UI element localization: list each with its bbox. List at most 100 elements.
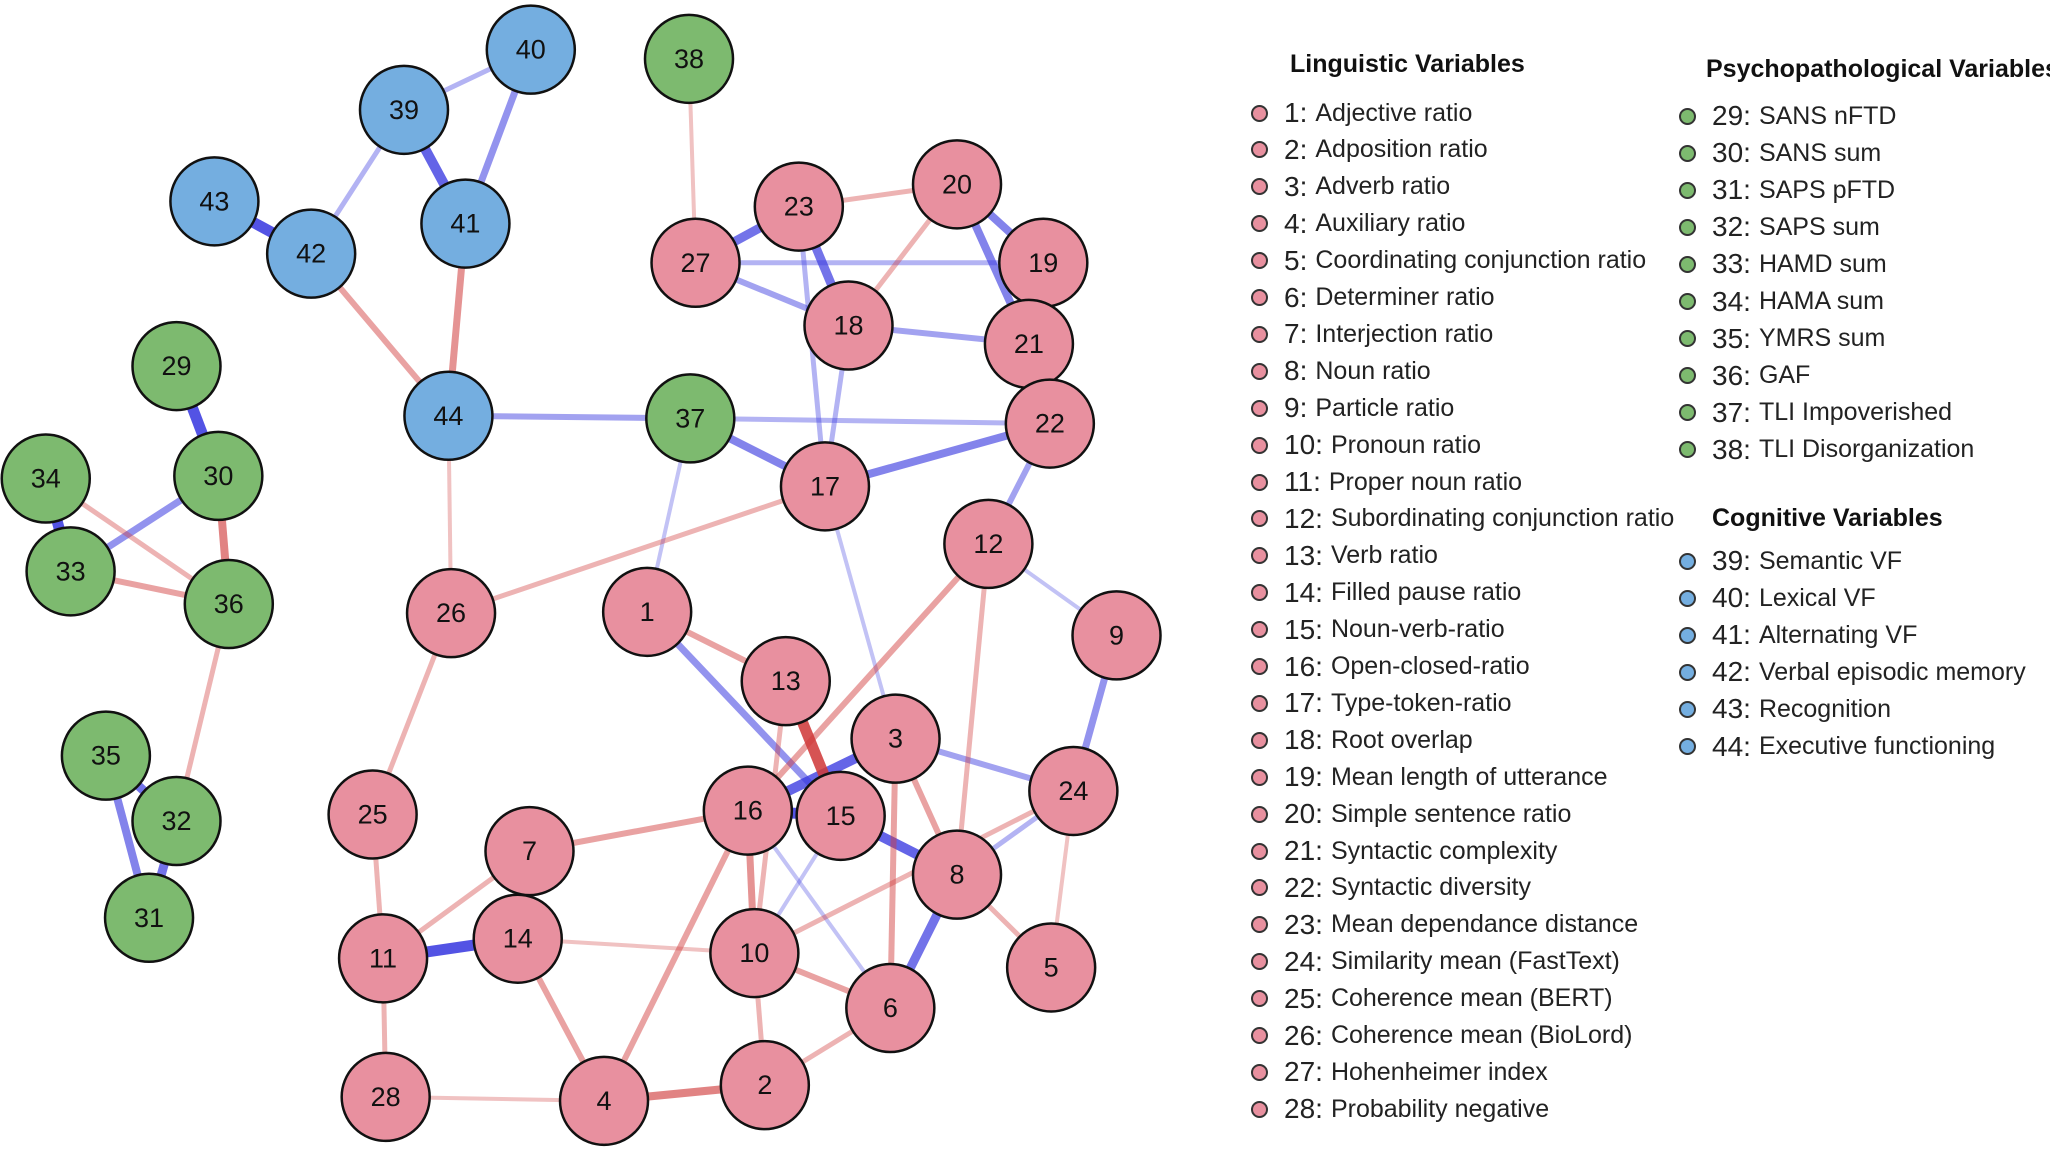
node-39: 39 [358, 64, 450, 156]
node-33: 33 [25, 526, 116, 617]
node-label: 20 [942, 169, 972, 199]
node-19: 19 [998, 217, 1089, 309]
legend-bullet-icon [1251, 1027, 1268, 1044]
legend-item: 25: Coherence mean (BERT) [1251, 983, 1613, 1015]
legend-item: 7: Interjection ratio [1251, 318, 1493, 350]
node-label: 13 [771, 666, 801, 696]
node-label: 38 [674, 44, 704, 74]
node-43: 43 [169, 156, 260, 247]
node-circle [183, 558, 275, 650]
node-18: 18 [803, 280, 894, 371]
node-circle [1071, 590, 1162, 681]
legend-item: 16: Open-closed-ratio [1251, 651, 1530, 683]
node-circle [795, 770, 886, 862]
legend-number: 33: [1712, 248, 1751, 280]
legend-item: 29: SANS nFTD [1679, 100, 1896, 132]
node-circle [719, 1039, 811, 1131]
node-label: 7 [522, 836, 537, 866]
legend-label: Determiner ratio [1315, 283, 1495, 311]
legend-label: GAF [1758, 361, 1811, 390]
legend-number: 16: [1284, 650, 1323, 682]
legend-label: Syntactic complexity [1330, 836, 1558, 865]
node-circle [943, 498, 1034, 590]
node-7: 7 [484, 805, 575, 897]
legend-bullet-icon [1251, 289, 1268, 306]
node-label: 34 [31, 464, 61, 494]
edge-8-12 [954, 543, 991, 875]
legend-label: SANS nFTD [1758, 101, 1897, 130]
node-15: 15 [795, 770, 886, 862]
legend-bullet-icon [1251, 1100, 1268, 1118]
legend-item: 41: Alternating VF [1679, 619, 1917, 651]
legend-bullet-icon [1679, 700, 1696, 718]
node-17: 17 [779, 441, 871, 532]
node-label: 39 [389, 95, 419, 125]
node-label: 42 [296, 239, 326, 269]
legend-bullet-icon [1251, 178, 1268, 196]
legend-item: 42: Verbal episodic memory [1679, 656, 2026, 688]
node-circle [0, 433, 92, 524]
node-34: 34 [0, 433, 92, 524]
legend-label: Coordinating conjunction ratio [1315, 246, 1647, 275]
node-label: 4 [597, 1086, 612, 1116]
node-circle [1005, 922, 1097, 1013]
legend-number: 5: [1284, 244, 1308, 276]
node-circle [709, 907, 800, 999]
node-circle [911, 829, 1003, 920]
legend-item: 44: Executive functioning [1679, 731, 1995, 763]
node-circle [337, 913, 429, 1004]
legend-label: Particle ratio [1315, 393, 1455, 422]
legend-item: 38: TLI Disorganization [1679, 434, 1974, 466]
legend-label: Proper noun ratio [1328, 467, 1523, 496]
legend-number: 42: [1712, 656, 1751, 688]
legend-bullet-icon [1679, 293, 1696, 310]
edge-16-12 [745, 541, 991, 813]
legend-number: 35: [1712, 322, 1751, 354]
node-label: 21 [1014, 329, 1044, 359]
node-label: 5 [1044, 952, 1059, 982]
node-label: 31 [134, 903, 164, 933]
node-label: 2 [757, 1070, 772, 1100]
node-1: 1 [601, 566, 693, 658]
legend-number: 4: [1284, 207, 1308, 239]
node-label: 26 [436, 598, 466, 628]
legend-item: 34: HAMA sum [1679, 286, 1884, 318]
legend-number: 6: [1284, 281, 1308, 313]
legend-bullet-icon [1251, 879, 1268, 897]
legend-bullet-icon [1251, 547, 1268, 565]
node-label: 12 [973, 529, 1003, 559]
legend-bullet-icon [1251, 916, 1268, 934]
node-label: 14 [503, 924, 533, 954]
legend-bullet-icon [1251, 104, 1268, 122]
node-12: 12 [943, 498, 1034, 590]
legend-label: Type-token-ratio [1330, 688, 1512, 717]
legend-label: HAMA sum [1758, 287, 1884, 315]
legend-label: Pronoun ratio [1330, 430, 1482, 459]
legend-number: 19: [1284, 761, 1323, 793]
legend-label: SAPS pFTD [1758, 175, 1896, 204]
legend-item: 2: Adposition ratio [1251, 134, 1488, 166]
node-label: 1 [640, 597, 655, 627]
legend-item: 1: Adjective ratio [1251, 97, 1472, 129]
legend-title-psychopathological: Psychopathological Variables [1706, 55, 2050, 83]
legend-label: Filled pause ratio [1330, 578, 1522, 607]
node-label: 27 [681, 248, 711, 278]
legend-item: 33: HAMD sum [1679, 248, 1887, 280]
legend-item: 30: SANS sum [1679, 137, 1881, 169]
legend-item: 3: Adverb ratio [1251, 171, 1450, 203]
node-circle [740, 635, 831, 727]
legend-item: 12: Subordinating conjunction ratio [1251, 503, 1674, 535]
legend-number: 2: [1284, 133, 1308, 165]
node-10: 10 [709, 907, 800, 999]
legend-bullet-icon [1251, 473, 1268, 491]
edge-4-16 [601, 809, 751, 1103]
legend-number: 44: [1712, 730, 1751, 762]
legend-label: Interjection ratio [1315, 319, 1494, 348]
legend-label: Recognition [1758, 694, 1891, 723]
node-circle [702, 765, 794, 856]
legend-bullet-icon [1251, 621, 1268, 639]
legend-bullet-icon [1251, 990, 1268, 1008]
legend-item: 4: Auxiliary ratio [1251, 208, 1465, 240]
legend-item: 21: Syntactic complexity [1251, 835, 1557, 867]
legend-number: 40: [1712, 582, 1751, 614]
